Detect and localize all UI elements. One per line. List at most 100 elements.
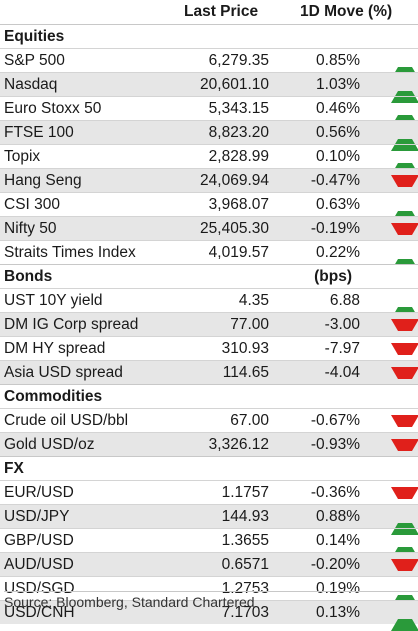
section-unit: (bps) [314,268,352,285]
arrow-up-icon [391,511,418,535]
last-price-value: 5,343.15 [208,100,269,117]
last-price-value: 1.2753 [221,580,269,597]
section-header: Bonds (bps) [0,264,418,288]
table-row: Straits Times Index 4,019.57 0.22% [0,240,418,271]
last-price-value: 77.00 [230,316,269,333]
table-row: GBP/USD 1.3655 0.14% [0,528,418,559]
arrow-down-icon [391,559,418,583]
last-price-value: 20,601.10 [200,76,269,93]
instrument-name: CSI 300 [4,196,61,213]
move-value: 0.19% [316,580,360,597]
instrument-name: S&P 500 [4,52,65,69]
instrument-name: USD/SGD [4,580,75,597]
move-value: 0.63% [316,196,360,213]
table-header: Last Price 1D Move (%) [0,0,418,24]
arrow-down-icon [391,367,418,391]
move-value: 6.88 [329,292,360,309]
instrument-name: Asia USD spread [4,364,123,381]
last-price-value: 4,019.57 [208,244,269,261]
table-row: FTSE 100 8,823.20 0.56% [0,120,418,151]
instrument-name: Straits Times Index [4,244,136,261]
instrument-name: Euro Stoxx 50 [4,100,102,117]
section-title: Equities [4,28,65,45]
table-row: S&P 500 6,279.35 0.85% [0,48,418,79]
last-price-value: 1.1757 [221,484,269,501]
last-price-value: 144.93 [221,508,269,525]
instrument-name: Gold USD/oz [4,436,95,453]
section-header: Equities [0,24,418,48]
move-value: -3.00 [324,316,360,333]
move-value: -0.36% [310,484,360,501]
last-price-value: 3,968.07 [208,196,269,213]
last-price-value: 1.3655 [221,532,269,549]
table-row: Topix 2,828.99 0.10% [0,144,418,175]
section-title: Commodities [4,388,103,405]
move-value: -0.93% [310,436,360,453]
instrument-name: Nifty 50 [4,220,57,237]
table-row: UST 10Y yield 4.35 6.88 [0,288,418,319]
table-row: Nasdaq 20,601.10 1.03% [0,72,418,103]
table-row: Gold USD/oz 3,326.12 -0.93% [0,432,418,456]
move-value: 0.88% [316,508,360,525]
instrument-name: DM IG Corp spread [4,316,139,333]
move-value: -4.04 [324,364,360,381]
last-price-value: 3,326.12 [208,436,269,453]
last-price-header: Last Price [184,3,259,20]
arrow-down-icon [391,223,418,247]
arrow-down-icon [391,343,418,367]
arrow-up-icon [391,79,418,103]
section-title: Bonds [4,268,53,285]
move-value: 0.10% [316,148,360,165]
source-note: Source: Bloomberg, Standard Chartered [4,591,418,610]
table-row: Hang Seng 24,069.94 -0.47% [0,168,418,192]
last-price-value: 25,405.30 [200,220,269,237]
instrument-name: FTSE 100 [4,124,74,141]
last-price-value: 0.6571 [221,556,269,573]
last-price-value: 24,069.94 [200,172,269,189]
table-body: Equities S&P 500 6,279.35 0.85% Nasdaq 20,601… [0,24,418,631]
instrument-name: USD/JPY [4,508,70,525]
arrow-up-icon [391,127,418,151]
section-title: FX [4,460,24,477]
table-row: Euro Stoxx 50 5,343.15 0.46% [0,96,418,127]
instrument-name: GBP/USD [4,532,74,549]
table-row: EUR/USD 1.1757 -0.36% [0,480,418,504]
table-row: USD/JPY 144.93 0.88% [0,504,418,535]
instrument-name: Crude oil USD/bbl [4,412,129,429]
instrument-name: Nasdaq [4,76,58,93]
arrow-down-icon [391,319,418,343]
section-header: FX [0,456,418,480]
move-header: 1D Move (%) [300,3,393,20]
instrument-name: UST 10Y yield [4,292,103,309]
table-row: Asia USD spread 114.65 -4.04 [0,360,418,384]
move-value: 0.56% [316,124,360,141]
instrument-name: DM HY spread [4,340,106,357]
table-row: AUD/USD 0.6571 -0.20% [0,552,418,576]
last-price-value: 6,279.35 [208,52,269,69]
move-value: -0.19% [310,220,360,237]
instrument-name: Hang Seng [4,172,82,189]
move-value: 0.85% [316,52,360,69]
move-value: 0.14% [316,532,360,549]
table-row: Nifty 50 25,405.30 -0.19% [0,216,418,240]
move-value: -7.97 [324,340,360,357]
table-row: DM HY spread 310.93 -7.97 [0,336,418,360]
move-value: 0.22% [316,244,360,261]
arrow-down-icon [391,175,418,199]
arrow-down-icon [391,487,418,511]
instrument-name: Topix [4,148,41,165]
table-row: USD/SGD 1.2753 0.19% [0,576,418,607]
move-value: 0.46% [316,100,360,117]
last-price-value: 4.35 [238,292,269,309]
move-value: 1.03% [316,76,360,93]
last-price-value: 114.65 [222,364,269,381]
last-price-value: 67.00 [230,412,269,429]
last-price-value: 8,823.20 [208,124,269,141]
table-row: DM IG Corp spread 77.00 -3.00 [0,312,418,336]
instrument-name: EUR/USD [4,484,74,501]
last-price-value: 310.93 [221,340,269,357]
section-header: Commodities [0,384,418,408]
move-value: -0.67% [310,412,360,429]
arrow-down-icon [391,439,418,463]
